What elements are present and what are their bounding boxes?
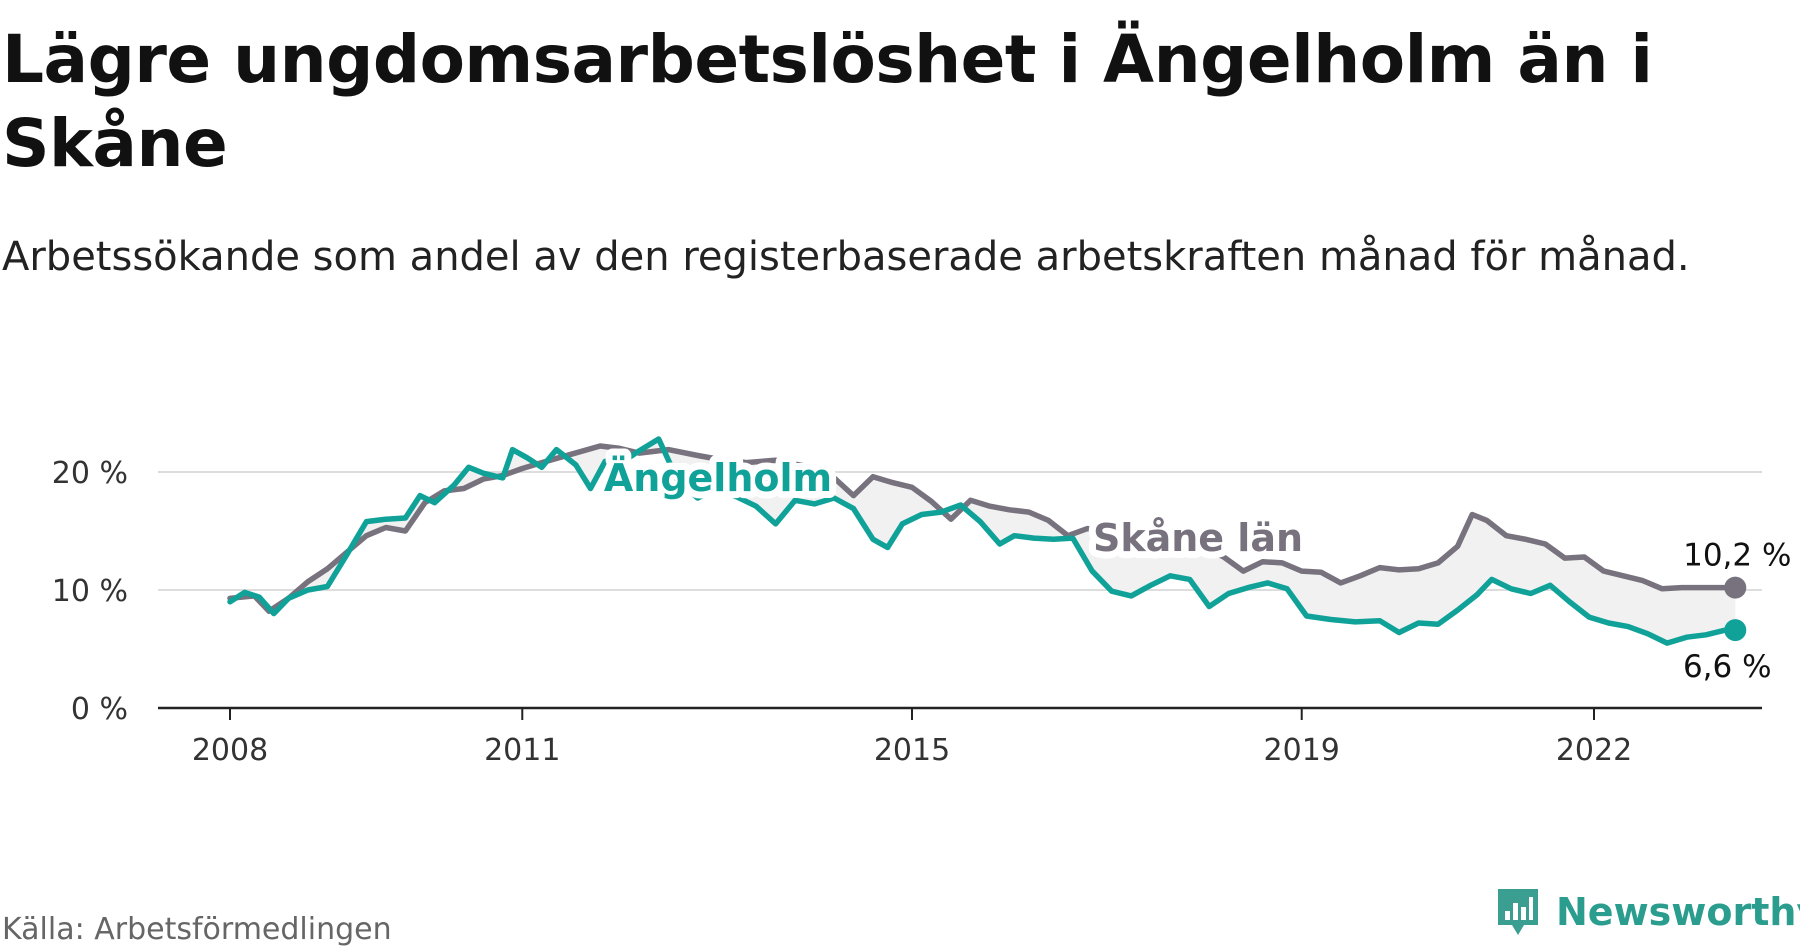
series-label-angelholm-halo: Ängelholm — [604, 456, 832, 500]
chart-title: Lägre ungdomsarbetslöshet i Ängelholm än… — [2, 21, 1653, 182]
newsworthy-logo-icon — [1498, 889, 1538, 935]
series-line-skane — [227, 443, 1739, 614]
series-label-angelholm: Ängelholm — [604, 456, 832, 500]
series-label-skane-halo: Skåne län — [1093, 516, 1303, 560]
series-line-angelholm — [227, 436, 1739, 646]
source-note: Källa: Arbetsförmedlingen — [2, 912, 392, 947]
series-label-skane: Skåne län — [1093, 516, 1303, 560]
brand-name: Newsworthy — [1556, 890, 1800, 934]
y-tick-label: 0 % — [71, 692, 128, 727]
end-point-skane — [1724, 576, 1747, 599]
gap-area — [230, 438, 1736, 644]
end-label-skane: 10,2 % — [1683, 538, 1791, 574]
gap-area-fill — [230, 438, 1736, 644]
x-tick-label: 2008 — [192, 733, 268, 768]
chart-subtitle: Arbetssökande som andel av den registerb… — [2, 234, 1690, 280]
brand-logo[interactable]: Newsworthy — [1494, 885, 1800, 939]
x-tick-label: 2015 — [874, 733, 950, 768]
x-axis: 2008 2011 2015 2019 2022 — [158, 706, 1762, 768]
series-lines — [227, 436, 1747, 646]
x-tick-label: 2011 — [484, 733, 560, 768]
grid-lines — [158, 471, 1762, 591]
y-tick-label: 10 % — [52, 574, 128, 609]
end-label-angelholm: 6,6 % — [1683, 649, 1772, 685]
y-axis-labels: 0 % 10 % 20 % — [52, 456, 128, 727]
y-tick-label: 20 % — [52, 456, 128, 491]
end-point-angelholm — [1724, 619, 1747, 642]
x-tick-label: 2019 — [1264, 733, 1340, 768]
x-tick-label: 2022 — [1556, 733, 1632, 768]
